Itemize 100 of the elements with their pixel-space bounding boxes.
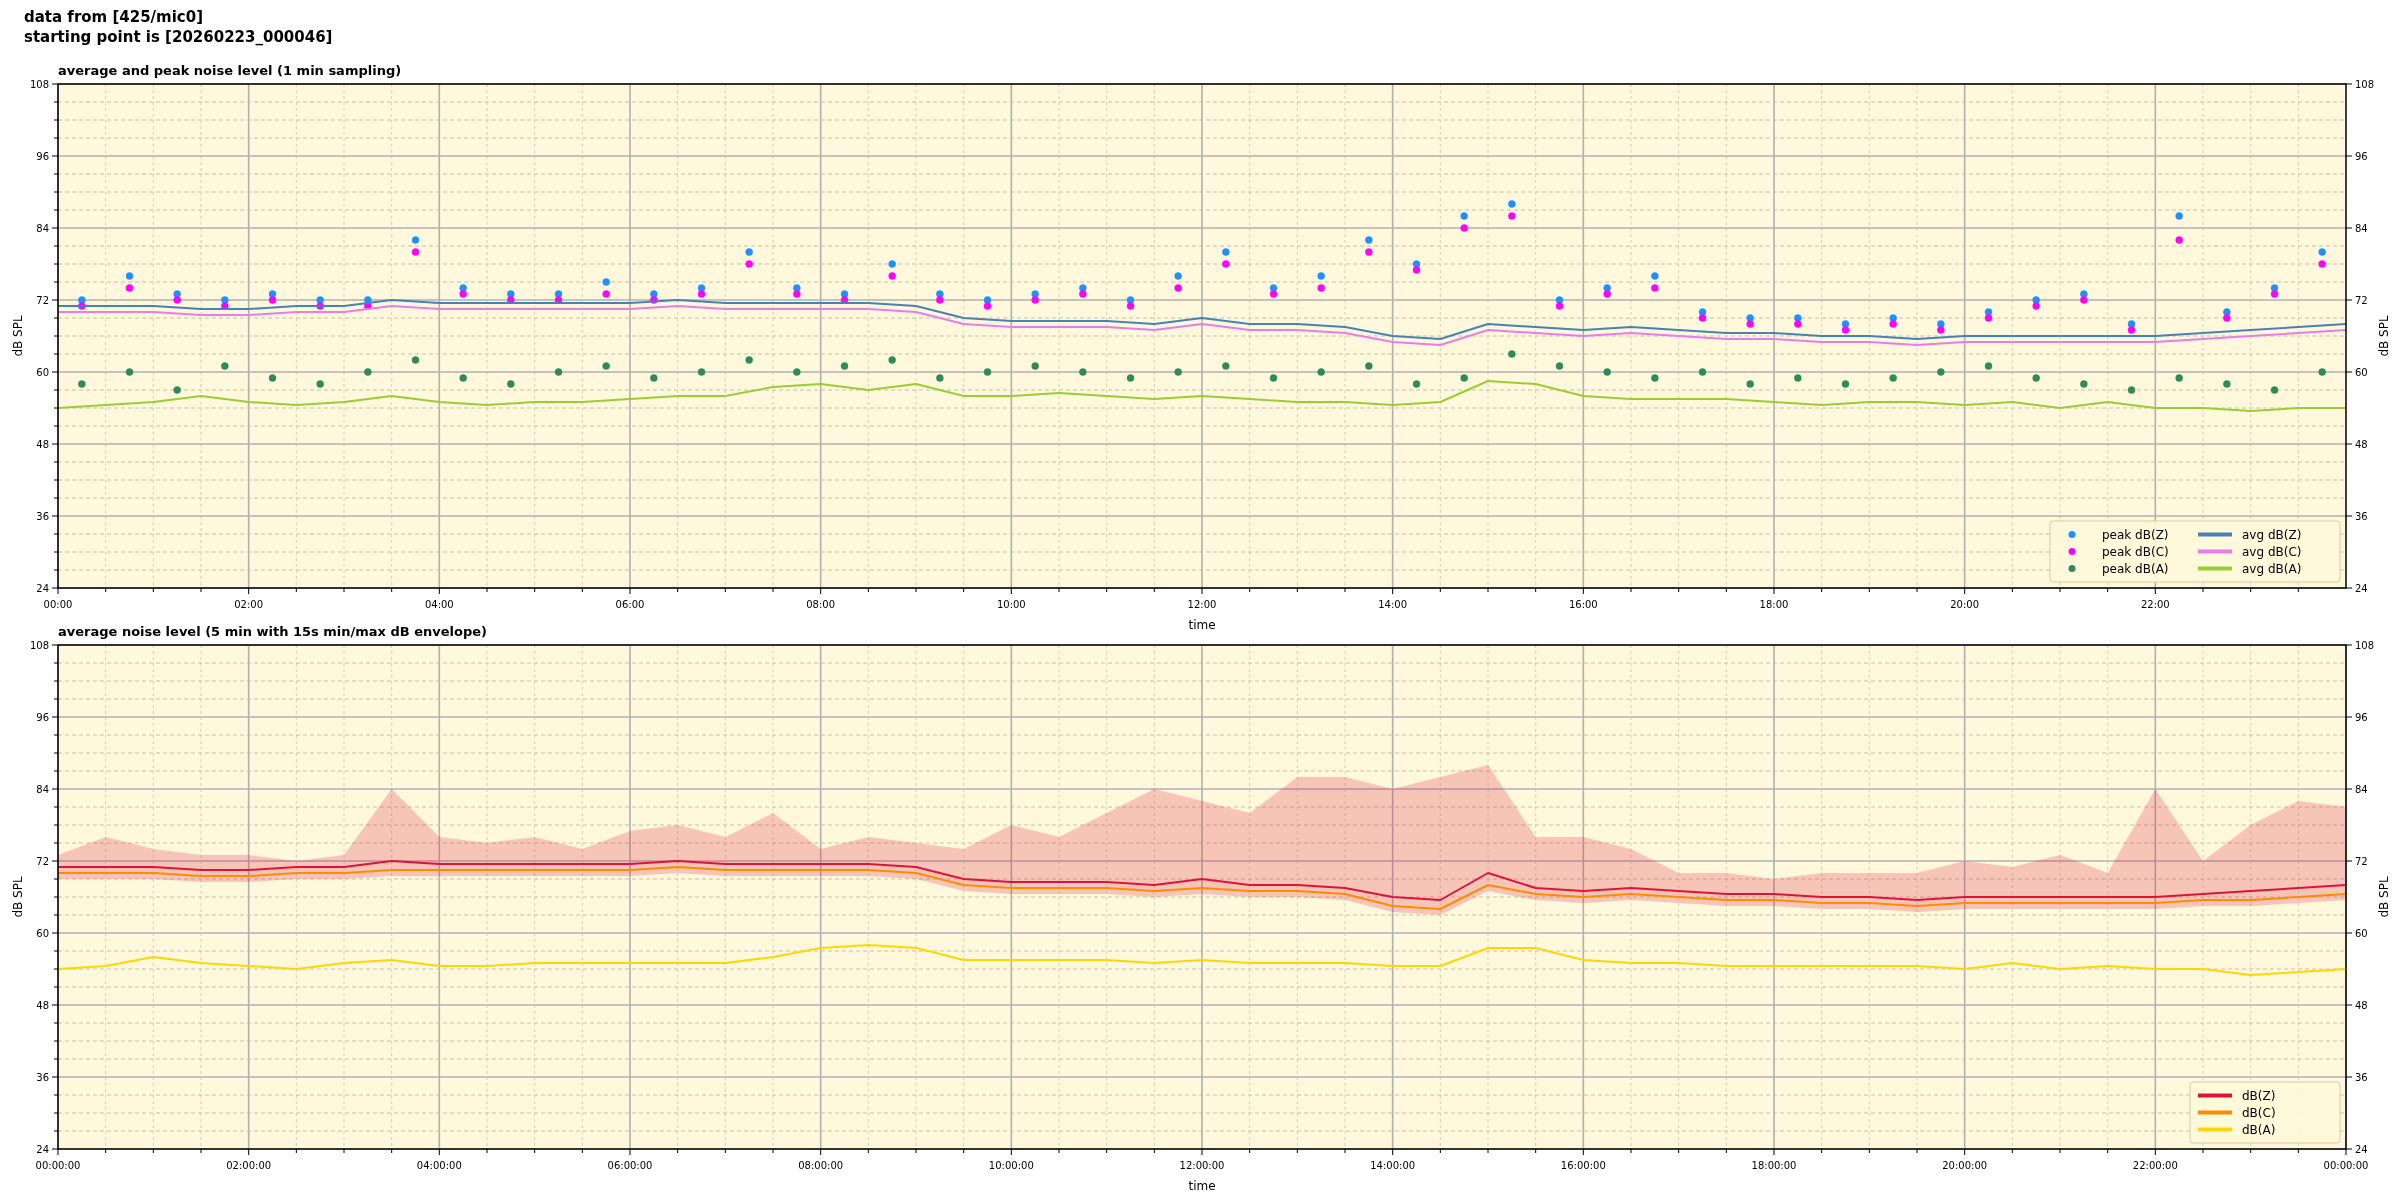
y-tick-label: 108 (29, 78, 49, 90)
x-tick-label: 18:00 (1759, 599, 1789, 610)
y2-tick-label: 96 (2355, 150, 2368, 162)
point (1651, 284, 1659, 292)
point (1794, 374, 1802, 382)
point (411, 236, 420, 244)
point (268, 374, 277, 382)
point (459, 290, 467, 298)
y2-tick-label: 36 (2355, 1071, 2368, 1083)
point (888, 260, 896, 268)
point (1222, 260, 1230, 268)
point (1889, 374, 1897, 382)
point (602, 278, 610, 286)
x-tick-label: 22:00 (2140, 599, 2170, 610)
point (1222, 362, 1230, 370)
point (888, 272, 896, 280)
x-tick-label: 00:00 (43, 599, 73, 610)
point (1889, 320, 1897, 328)
point (840, 362, 849, 370)
legend-label: avg dB(Z) (2242, 527, 2302, 542)
point (1031, 362, 1039, 370)
point (1937, 368, 1945, 376)
point (2270, 386, 2279, 394)
y2-tick-label: 60 (2355, 366, 2368, 378)
text: data from [425/mic0] (24, 8, 204, 26)
point (1126, 374, 1135, 382)
point (2270, 290, 2279, 298)
y-tick-label: 72 (36, 855, 49, 867)
point (316, 380, 324, 388)
point (411, 248, 420, 256)
point (1984, 314, 1993, 322)
y2-tick-label: 72 (2355, 855, 2368, 867)
y-tick-label: 72 (36, 294, 49, 306)
y-tick-label: 48 (36, 438, 49, 450)
point (78, 380, 86, 388)
point (1937, 326, 1945, 334)
point (173, 386, 181, 394)
point (1651, 374, 1659, 382)
chart-title: average noise level (5 min with 15s min/max dB envelope) (58, 624, 488, 639)
y2-tick-label: 24 (2355, 1143, 2368, 1155)
point (1841, 326, 1850, 334)
x-tick-label: 20:00 (1950, 599, 1980, 610)
point (2223, 380, 2231, 388)
point (745, 260, 753, 268)
point (364, 368, 372, 376)
x-tick-label: 12:00:00 (1179, 1160, 1225, 1171)
point (650, 374, 658, 382)
point (1412, 266, 1421, 274)
y2-axis-title: dB SPL (2377, 876, 2391, 918)
point (2032, 302, 2040, 310)
point (1079, 290, 1087, 298)
y-tick-label: 60 (36, 366, 49, 378)
x-axis-title: time (1188, 618, 1216, 632)
point (745, 356, 753, 364)
x-tick-label: 10:00:00 (988, 1160, 1034, 1171)
y-tick-label: 60 (36, 927, 49, 939)
point (1794, 320, 1802, 328)
y2-tick-label: 36 (2355, 510, 2368, 522)
point (697, 290, 706, 298)
point (1555, 302, 1564, 310)
y2-tick-label: 108 (2355, 639, 2375, 651)
x-tick-label: 02:00 (234, 599, 264, 610)
point (602, 362, 610, 370)
legend-label: peak dB(Z) (2102, 527, 2169, 542)
x-tick-label: 10:00 (996, 599, 1026, 610)
point (125, 368, 134, 376)
x-tick-label: 04:00:00 (416, 1160, 462, 1171)
point (1031, 296, 1039, 304)
point (1365, 236, 1373, 244)
point (983, 302, 992, 310)
y2-tick-label: 24 (2355, 582, 2368, 594)
point (1698, 314, 1707, 322)
point (2080, 380, 2088, 388)
line-series (57, 299, 2347, 340)
point (2080, 296, 2088, 304)
y-tick-label: 36 (36, 1071, 49, 1083)
x-tick-label: 16:00:00 (1560, 1160, 1606, 1171)
point (2127, 326, 2136, 334)
x-tick-label: 08:00:00 (798, 1160, 844, 1171)
y-tick-label: 48 (36, 999, 49, 1011)
text: starting point is [20260223_000046] (24, 28, 333, 46)
y-tick-label: 84 (36, 783, 49, 795)
x-tick-label: 16:00 (1568, 599, 1598, 610)
point (411, 356, 420, 364)
point (1317, 368, 1325, 376)
point (221, 362, 229, 370)
point (173, 296, 181, 304)
chart-title: average and peak noise level (1 min sampling) (58, 63, 402, 78)
x-tick-label: 22:00:00 (2132, 1160, 2178, 1171)
point (2175, 212, 2183, 220)
point (1555, 362, 1564, 370)
point (1508, 212, 1516, 220)
point (1603, 290, 1611, 298)
x-tick-label: 12:00 (1187, 599, 1217, 610)
y2-tick-label: 84 (2355, 222, 2368, 234)
point (888, 356, 896, 364)
point (1079, 368, 1087, 376)
y-tick-label: 96 (36, 711, 49, 723)
y-tick-label: 84 (36, 222, 49, 234)
x-tick-label: 00:00:00 (35, 1160, 81, 1171)
